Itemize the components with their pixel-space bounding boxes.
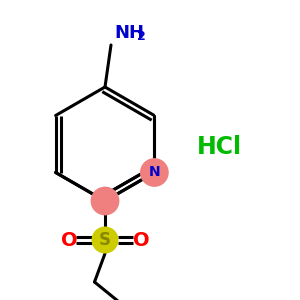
Text: HCl: HCl <box>196 135 242 159</box>
Text: O: O <box>133 230 149 250</box>
Text: O: O <box>61 230 77 250</box>
Text: N: N <box>148 166 160 179</box>
Circle shape <box>92 226 118 254</box>
Text: NH: NH <box>114 24 144 42</box>
Circle shape <box>91 187 119 215</box>
Text: S: S <box>99 231 111 249</box>
Circle shape <box>140 158 169 187</box>
Text: 2: 2 <box>136 31 145 44</box>
